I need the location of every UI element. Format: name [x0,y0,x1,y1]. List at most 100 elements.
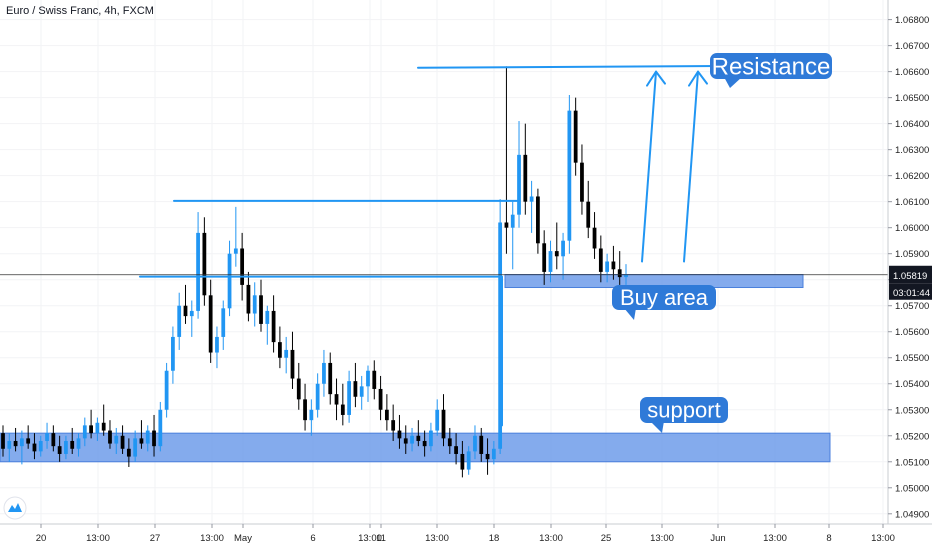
candle[interactable] [561,232,565,280]
candle[interactable] [517,121,521,228]
candle[interactable] [334,378,339,421]
candle[interactable] [89,409,93,439]
candle[interactable] [460,440,465,478]
candle[interactable] [139,420,144,449]
candle[interactable] [19,430,24,465]
candle[interactable] [441,394,446,447]
candle[interactable] [504,66,509,254]
candle[interactable] [101,404,106,436]
candle[interactable] [303,383,307,431]
up-arrow-icon[interactable] [641,70,666,263]
buy-area-bubble[interactable]: Buy area [612,285,716,320]
candle[interactable] [617,251,622,285]
candle[interactable] [573,97,578,176]
candle[interactable] [64,435,68,460]
candle[interactable] [189,300,194,337]
candle[interactable] [240,232,245,301]
tradingview-logo-icon[interactable] [3,496,27,520]
support-zone[interactable] [0,432,831,463]
candle[interactable] [454,433,458,465]
candle[interactable] [353,362,358,408]
candle[interactable] [152,414,156,457]
candle[interactable] [26,425,31,449]
candle[interactable] [183,284,188,324]
candle[interactable] [296,362,301,410]
candle[interactable] [340,383,345,426]
candle[interactable] [120,425,125,454]
candle[interactable] [416,420,421,447]
support-bubble[interactable]: support [640,397,728,433]
candle[interactable] [586,180,591,239]
candle[interactable] [605,253,610,283]
price-axis[interactable]: 1.04900 1.05000 1.05100 1.05200 1.05300 1.054… [888,15,929,520]
candle[interactable] [114,427,119,454]
candle[interactable] [51,425,56,452]
candle[interactable] [133,430,138,462]
candle[interactable] [529,180,534,233]
candle[interactable] [435,399,440,436]
candle[interactable] [391,404,396,441]
candle[interactable] [422,430,427,457]
candle[interactable] [347,370,351,423]
candle[interactable] [45,422,49,449]
candle[interactable] [38,435,43,457]
candle[interactable] [259,279,263,332]
candle[interactable] [611,245,616,280]
candle[interactable] [328,352,333,405]
candle[interactable] [366,365,370,402]
candle[interactable] [536,188,540,254]
candle[interactable] [265,305,270,345]
candle[interactable] [32,433,37,460]
candle[interactable] [510,201,515,270]
candle[interactable] [554,222,559,270]
candle[interactable] [447,427,452,454]
candle[interactable] [372,360,377,400]
candle[interactable] [309,399,314,436]
candle[interactable] [498,199,503,454]
candle[interactable] [322,349,326,397]
candle[interactable] [397,414,402,449]
candle[interactable] [177,292,182,350]
candle[interactable] [126,438,131,467]
candle[interactable] [271,295,276,353]
candle[interactable] [479,427,484,462]
candle[interactable] [208,279,213,363]
candle[interactable] [403,425,408,454]
candle[interactable] [252,282,257,327]
candle[interactable] [548,240,553,283]
candle[interactable] [246,271,251,322]
candle[interactable] [429,422,433,452]
candle[interactable] [196,212,200,319]
candle[interactable] [485,438,490,475]
candle[interactable] [384,394,389,431]
candle[interactable] [70,427,75,454]
candle[interactable] [580,144,584,215]
candle[interactable] [108,420,112,449]
candle[interactable] [233,206,238,267]
candle[interactable] [359,375,364,410]
candle[interactable] [473,425,477,460]
candle[interactable] [278,326,282,369]
candle[interactable] [158,401,163,452]
candle[interactable] [76,433,81,457]
up-arrow-icon[interactable] [683,70,708,263]
candle[interactable] [57,435,62,462]
candle[interactable] [13,427,18,452]
candle[interactable] [410,427,414,452]
candle[interactable] [466,446,471,475]
candle[interactable] [567,95,572,254]
candle[interactable] [290,331,295,389]
candle[interactable] [315,373,320,418]
candle[interactable] [1,425,5,457]
candle[interactable] [164,362,169,418]
candle[interactable] [202,217,207,306]
resistance-bubble[interactable]: Resistance [710,53,832,88]
candle[interactable] [82,417,87,447]
candle[interactable] [284,336,289,374]
candle[interactable] [171,326,175,384]
candle[interactable] [378,375,383,421]
candle[interactable] [523,123,528,215]
candle[interactable] [542,230,547,285]
